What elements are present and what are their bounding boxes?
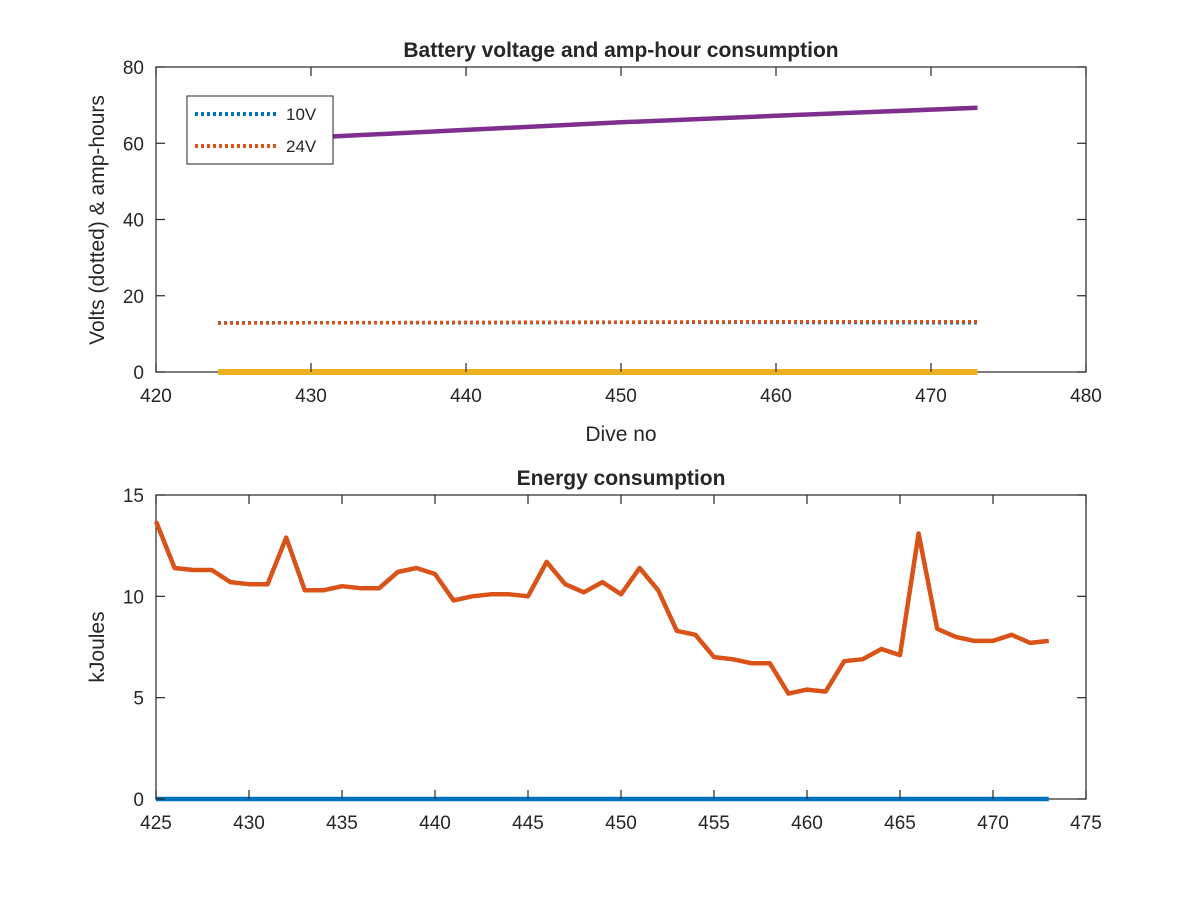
x-axis-label: Dive no <box>585 423 656 446</box>
legend-label: 24V <box>286 137 317 156</box>
x-tick-label: 430 <box>233 813 265 834</box>
legend-label: 10V <box>286 105 317 124</box>
y-axis-label: Volts (dotted) & amp-hours <box>86 95 109 345</box>
x-tick-label: 470 <box>977 813 1009 834</box>
y-tick-label: 0 <box>133 363 144 384</box>
legend: 10V 24V <box>186 95 334 165</box>
y-tick-label: 10 <box>123 587 144 608</box>
x-tick-label: 420 <box>140 386 172 407</box>
x-tick-label: 425 <box>140 813 172 834</box>
x-tick-label: 465 <box>884 813 916 834</box>
axes-box <box>155 494 1087 800</box>
x-tick-label: 435 <box>326 813 358 834</box>
y-tick-label: 5 <box>133 689 144 710</box>
chart-title: Energy consumption <box>517 467 726 490</box>
series-line-1 <box>153 520 1050 696</box>
x-tick-label: 455 <box>698 813 730 834</box>
chart-1: 420 430 440 450 460 470 480 0 20 40 60 80 Battery vo… <box>86 39 1102 446</box>
x-tick-label: 440 <box>419 813 451 834</box>
x-tick-label: 460 <box>791 813 823 834</box>
x-tick-label: 440 <box>450 386 482 407</box>
y-tick-label: 0 <box>133 790 144 811</box>
legend-box <box>186 95 334 165</box>
x-tick-label: 475 <box>1070 813 1102 834</box>
y-tick-label: 60 <box>123 134 144 155</box>
x-tick-label: 460 <box>760 386 792 407</box>
y-tick-label: 15 <box>123 486 144 507</box>
x-tick-label: 470 <box>915 386 947 407</box>
x-tick-label: 430 <box>295 386 327 407</box>
x-tick-label: 480 <box>1070 386 1102 407</box>
x-tick-label: 445 <box>512 813 544 834</box>
chart-2: 425 430 435 440 445 450 455 460 465 470 475 0 5 10 15 E… <box>86 467 1102 834</box>
series-line-2 <box>217 319 978 325</box>
y-tick-label: 80 <box>123 58 144 79</box>
chart-title: Battery voltage and amp-hour consumption <box>403 39 838 62</box>
y-axis-label: kJoules <box>86 611 109 682</box>
x-tick-label: 450 <box>605 386 637 407</box>
y-tick-label: 20 <box>123 287 144 308</box>
y-tick-label: 40 <box>123 211 144 232</box>
x-tick-label: 450 <box>605 813 637 834</box>
